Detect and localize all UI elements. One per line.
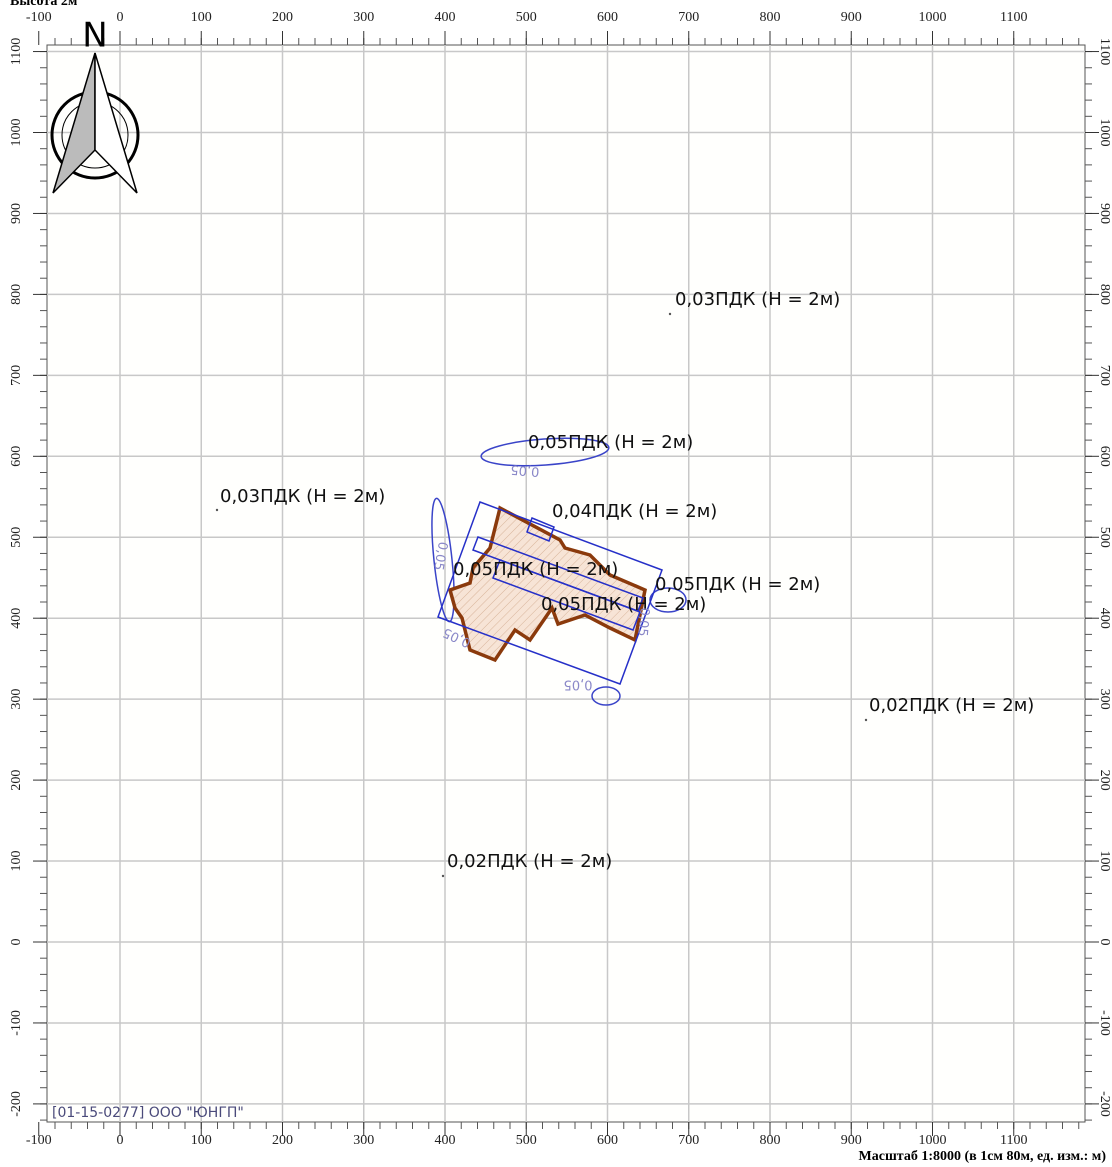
x-tick-label: 1000: [919, 10, 947, 25]
contour-value: 0,05: [564, 677, 593, 692]
y-tick-label: 800: [9, 284, 24, 305]
x-tick-label: 200: [272, 10, 293, 25]
contour-value: 0,05: [634, 607, 651, 637]
isoline-label: 0,02ПДК (H = 2м): [869, 695, 1034, 716]
org-label: [01-15-0277] ООО "ЮНГП": [52, 1105, 244, 1121]
header: Высота 2м: [10, 0, 78, 9]
x-tick-label: 0: [117, 10, 124, 25]
y-tick-label: 600: [1097, 446, 1112, 467]
contour: [591, 686, 621, 706]
y-tick-label: 1100: [9, 38, 24, 65]
compass: N: [50, 16, 140, 194]
x-tick-label: 100: [191, 1133, 212, 1148]
y-tick-label: 200: [1097, 770, 1112, 791]
site: [431, 437, 687, 706]
isoline-label: 0,05ПДК (H = 2м): [453, 559, 618, 580]
y-tick-label: -200: [9, 1091, 24, 1117]
y-tick-label: 1000: [1097, 119, 1112, 147]
y-tick-label: 100: [9, 851, 24, 872]
y-tick-label: 0: [1097, 939, 1112, 946]
x-tick-label: -100: [26, 1133, 52, 1148]
y-tick-label: 500: [9, 527, 24, 548]
y-tick-label: 100: [1097, 851, 1112, 872]
x-tick-label: 1100: [1000, 10, 1027, 25]
y-tick-label: 1000: [9, 119, 24, 147]
x-tick-label: 1000: [919, 1133, 947, 1148]
x-tick-label: 300: [353, 10, 374, 25]
scale-label: Масштаб 1:8000 (в 1см 80м, ед. изм.: м): [859, 1149, 1107, 1164]
x-tick-label: 500: [516, 10, 537, 25]
x-tick-label: 200: [272, 1133, 293, 1148]
x-tick-label: 400: [435, 1133, 456, 1148]
x-tick-label: 600: [597, 10, 618, 25]
x-tick-label: 800: [760, 1133, 781, 1148]
x-tick-label: 100: [191, 10, 212, 25]
source: [492, 559, 641, 631]
compass-north: N: [82, 16, 107, 56]
x-tick-label: 700: [678, 10, 699, 25]
contour-value: 0,05: [430, 540, 450, 571]
y-tick-label: 400: [9, 608, 24, 629]
y-tick-label: 700: [9, 365, 24, 386]
y-tick-label: 800: [1097, 284, 1112, 305]
y-tick-label: 500: [1097, 527, 1112, 548]
y-tick-label: 900: [1097, 203, 1112, 224]
source: [526, 517, 555, 542]
contour: [649, 587, 687, 613]
x-tick-label: 700: [678, 1133, 699, 1148]
isoline-label: 0,05ПДК (H = 2м): [541, 594, 706, 615]
y-tick-label: 600: [9, 446, 24, 467]
industrial-site: [447, 505, 647, 663]
isoline-label: 0,03ПДК (H = 2м): [675, 289, 840, 310]
y-tick-label: 400: [1097, 608, 1112, 629]
point: [215, 508, 219, 512]
contour-value: 0,05: [510, 461, 540, 478]
point: [441, 874, 445, 878]
x-tick-label: 0: [117, 1133, 124, 1148]
isoline-label: 0,04ПДК (H = 2м): [552, 501, 717, 522]
x-tick-label: 900: [841, 1133, 862, 1148]
x-tick-label: 300: [353, 1133, 374, 1148]
isoline-label: 0,02ПДК (H = 2м): [447, 851, 612, 872]
y-tick-label: 0: [9, 939, 24, 946]
x-tick-label: 1100: [1000, 1133, 1027, 1148]
y-tick-label: 300: [9, 689, 24, 710]
isoline-label: 0,05ПДК (H = 2м): [655, 574, 820, 595]
x-tick-label: -100: [26, 10, 52, 25]
y-tick-label: 1100: [1097, 38, 1112, 65]
y-labels: -200 -200 -100 -100 0 0 100 100 200 200 300 300 400 4…: [9, 38, 1112, 1117]
point: [864, 718, 868, 722]
x-tick-label: 500: [516, 1133, 537, 1148]
x-tick-label: 900: [841, 10, 862, 25]
isoline-label: 0,03ПДК (H = 2м): [220, 486, 385, 507]
point: [668, 312, 672, 316]
y-tick-label: -200: [1097, 1091, 1112, 1117]
isoline-label: 0,05ПДК (H = 2м): [528, 432, 693, 453]
x-tick-label: 800: [760, 10, 781, 25]
y-tick-label: 900: [9, 203, 24, 224]
contour: [480, 437, 610, 467]
y-tick-label: 200: [9, 770, 24, 791]
sanitary-zone: [437, 501, 663, 685]
y-tick-label: -100: [9, 1010, 24, 1036]
y-tick-label: 300: [1097, 689, 1112, 710]
x-tick-label: 600: [597, 1133, 618, 1148]
y-tick-label: -100: [1097, 1010, 1112, 1036]
x-tick-label: 400: [435, 10, 456, 25]
y-tick-label: 700: [1097, 365, 1112, 386]
